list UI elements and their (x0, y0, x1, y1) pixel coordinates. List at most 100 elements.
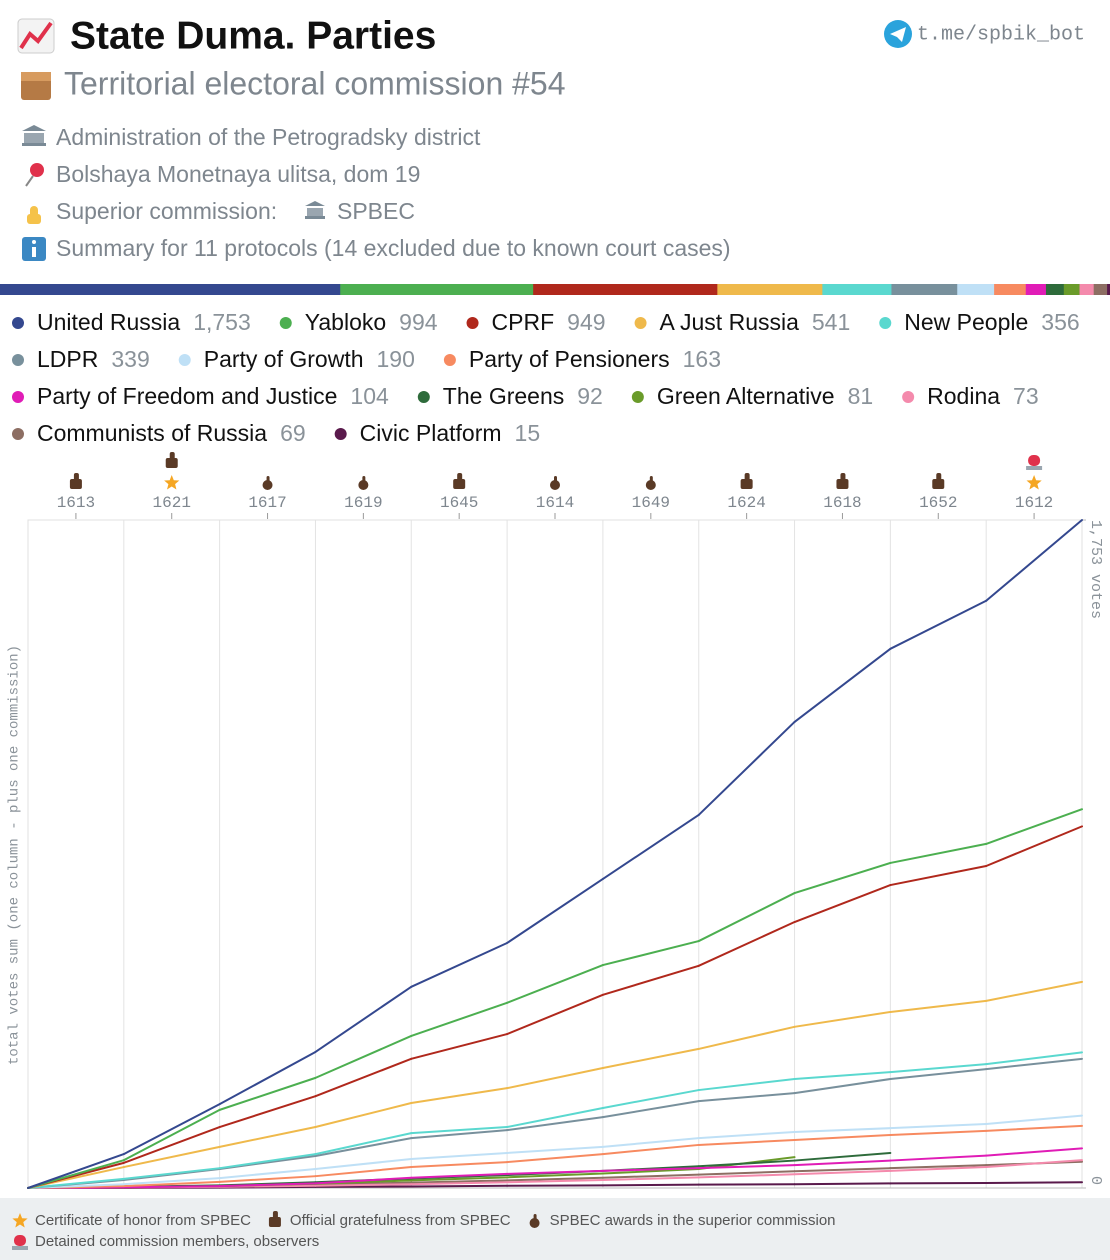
series-segment (985, 1147, 1083, 1157)
series-segment (410, 1181, 509, 1186)
legend-dot (417, 391, 430, 403)
legend-dot (634, 317, 647, 329)
series-segment (601, 813, 700, 880)
icon-hand (529, 1218, 540, 1228)
series-segment (314, 1132, 413, 1156)
series-segment (27, 1177, 125, 1189)
info-line: Administration of the Petrogradsky distr… (56, 124, 481, 150)
series-segment (122, 1126, 221, 1164)
share-segment (340, 284, 534, 295)
series-segment (122, 1180, 221, 1188)
series-segment (793, 1169, 892, 1176)
series-segment (985, 825, 1083, 868)
note: Detained commission members, observers (35, 1233, 319, 1250)
series-segment (506, 1169, 604, 1175)
legend-name: Civic Platform (360, 420, 502, 446)
plot-area (27, 519, 1083, 1189)
legend-dot (12, 428, 24, 440)
icon-thumb (165, 458, 178, 468)
series-segment (506, 1178, 604, 1184)
legend-total: 994 (399, 309, 438, 335)
icon-thumb (836, 479, 849, 489)
series-segment (697, 1092, 796, 1103)
x-tick-label: 1614 (536, 494, 574, 512)
legend-dot (443, 354, 456, 366)
y-tick-label: 1,753 votes (1087, 520, 1104, 619)
bot-link[interactable]: t.me/spbik_bot (917, 23, 1085, 46)
series-segment (793, 1078, 892, 1095)
series-segment (314, 1102, 413, 1129)
series-segment (985, 1159, 1083, 1169)
series-segment (793, 1167, 892, 1173)
series-segment (793, 647, 892, 723)
legend-dot (12, 354, 24, 366)
icon-thumb (740, 479, 753, 489)
icon-star (1026, 475, 1042, 490)
legend-total: 949 (567, 309, 605, 335)
icon-hand (554, 476, 557, 483)
series-segment (506, 1176, 604, 1182)
icon-thumb (936, 473, 942, 481)
share-segment (891, 284, 958, 295)
legend-name: LDPR (37, 346, 98, 372)
series-segment (218, 1126, 317, 1148)
legend-name: A Just Russia (660, 309, 800, 335)
series-segment (506, 1066, 604, 1090)
x-tick-label: 1618 (823, 494, 861, 512)
footer (0, 1198, 1110, 1260)
series-segment (122, 1167, 221, 1180)
icon-thumb (457, 473, 463, 481)
legend-total: 92 (577, 383, 603, 409)
series-segment (218, 1175, 317, 1183)
legend-total: 81 (848, 383, 874, 409)
share-segment (957, 284, 995, 295)
series-segment (889, 1154, 988, 1162)
icon-star (164, 475, 180, 490)
series-segment (697, 1170, 796, 1176)
icon-thumb (453, 479, 466, 489)
series-segment (506, 1106, 604, 1129)
series-segment (697, 720, 796, 816)
icon-siren (12, 1246, 28, 1250)
series-segment (889, 1068, 988, 1081)
series-segment (410, 1126, 509, 1135)
series-segment (506, 1172, 604, 1179)
icon-thumb (272, 1211, 278, 1219)
series-segment (601, 1089, 700, 1109)
legend-name: Party of Growth (204, 346, 364, 372)
series-segment (410, 1172, 509, 1179)
share-segment (822, 284, 892, 295)
icon-thumb (268, 1217, 281, 1227)
legend-total: 15 (515, 420, 541, 446)
legend-dot (12, 391, 24, 403)
series-segment (218, 1153, 317, 1170)
legend-name: New People (904, 309, 1028, 335)
icon-hand (362, 476, 366, 483)
icon-star (12, 1213, 28, 1228)
icon-hand (266, 476, 270, 483)
legend-name: The Greens (443, 383, 564, 409)
series-segment (122, 1108, 221, 1162)
legend-name: Rodina (927, 383, 1000, 409)
icon-siren (14, 1235, 26, 1246)
series-segment (889, 1164, 988, 1170)
series-segment (985, 1051, 1083, 1066)
legend-total: 190 (377, 346, 415, 372)
series-segment (601, 1143, 700, 1156)
series-segment (410, 1033, 509, 1060)
series-segment (410, 1184, 509, 1188)
series-segment (410, 1129, 509, 1140)
legend-name: Party of Pensioners (469, 346, 670, 372)
subtitle: Territorial electoral commission #54 (64, 65, 566, 101)
icon-hand (550, 480, 560, 490)
series-segment (410, 1001, 509, 1037)
x-tick-label: 1645 (440, 494, 478, 512)
icon-thumb (73, 473, 79, 481)
legend-total: 69 (280, 420, 306, 446)
legend-total: 339 (111, 346, 149, 372)
series-segment (889, 1122, 988, 1130)
series-segment (506, 877, 604, 944)
summary: Summary for 11 protocols (14 excluded du… (56, 235, 731, 261)
legend-dot (279, 317, 292, 329)
